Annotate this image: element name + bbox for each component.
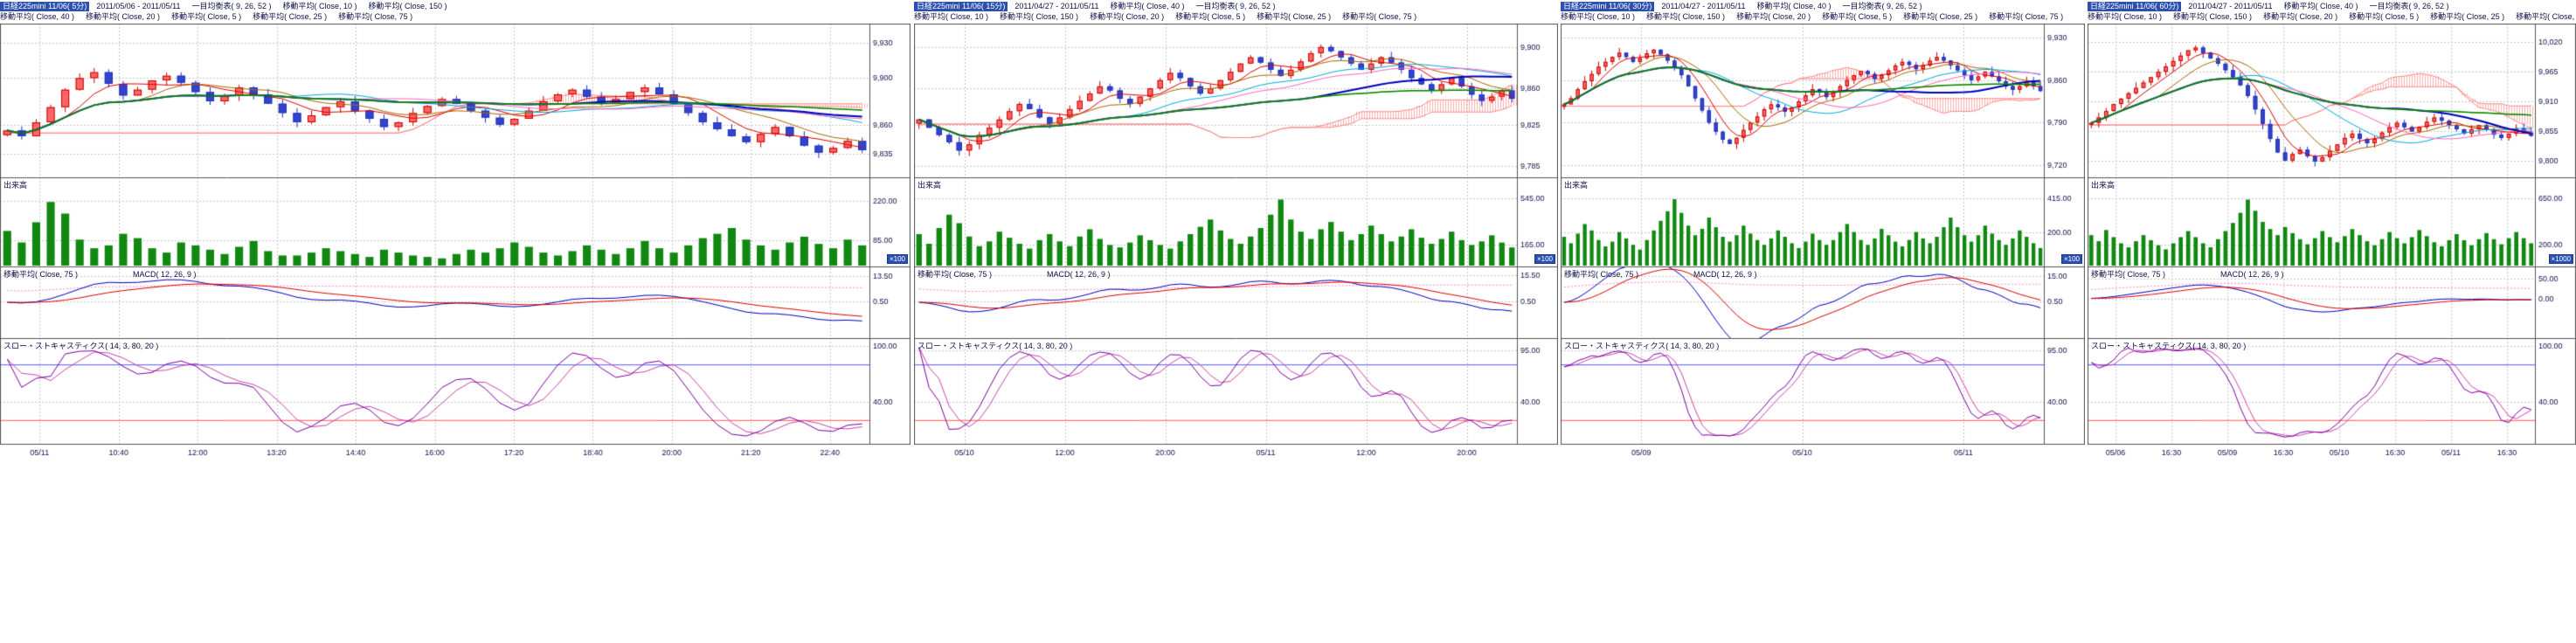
macd-label: MACD( 12, 26, 9 ) [133, 270, 197, 279]
indicator-label: 移動平均( Close, 75 ) [1342, 12, 1416, 21]
chart-title[interactable]: 日経225mini 11/06( 60分) [2088, 2, 2181, 11]
indicator-label: 一目均衡表( 9, 26, 52 ) [2370, 2, 2449, 10]
indicator-label: 2011/04/27 - 2011/05/11 [2188, 2, 2272, 10]
header-line-2: 移動平均( Close, 10 ) 移動平均( Close, 150 ) 移動平均(… [914, 11, 1558, 22]
indicator-label: 移動平均( Close, 40 ) [1756, 2, 1831, 10]
indicator-label: 移動平均( Close, 25 ) [1257, 12, 1331, 21]
volume-label: 出来高 [3, 181, 27, 190]
volume-multiplier-badge: ×100 [2061, 254, 2082, 264]
volume-multiplier-badge: ×100 [887, 254, 908, 264]
chart-header: 日経225mini 11/06( 5分) 2011/05/06 - 2011/05… [0, 1, 911, 23]
volume-multiplier-badge: ×100 [1534, 254, 1555, 264]
stochastics-label: スロー・ストキャスティクス( 14, 3, 80, 20 ) [1564, 342, 1719, 350]
header-line-2: 移動平均( Close, 10 ) 移動平均( Close, 150 ) 移動平均(… [1561, 11, 2085, 22]
indicator-label: 移動平均( Close, 25 ) [2430, 12, 2504, 21]
stochastics-label: スロー・ストキャスティクス( 14, 3, 80, 20 ) [2091, 342, 2246, 350]
volume-label: 出来高 [1564, 181, 1588, 190]
chart-canvas[interactable] [2088, 24, 2576, 465]
macd-ma-label: 移動平均( Close, 75 ) [918, 270, 992, 279]
header-line-1: 日経225mini 11/06( 30分) 2011/04/27 - 2011/0… [1561, 1, 2085, 11]
indicator-label: 移動平均( Close, 20 ) [1090, 12, 1164, 21]
indicator-label: 移動平均( Close, 40 ) [2283, 2, 2358, 10]
chart-title[interactable]: 日経225mini 11/06( 30分) [1561, 2, 1654, 11]
macd-ma-label: 移動平均( Close, 75 ) [2091, 270, 2165, 279]
indicator-label: 移動平均( Close, 20 ) [86, 12, 160, 21]
macd-label: MACD( 12, 26, 9 ) [2220, 270, 2284, 279]
indicator-label: 移動平均( Close, 150 ) [2173, 12, 2252, 21]
indicator-label: 移動平均( Close, 150 ) [369, 2, 447, 10]
chart-canvas[interactable] [914, 24, 1558, 465]
indicator-label: 2011/04/27 - 2011/05/11 [1014, 2, 1098, 10]
chart-title[interactable]: 日経225mini 11/06( 5分) [0, 2, 89, 11]
header-line-1: 日経225mini 11/06( 5分) 2011/05/06 - 2011/05… [0, 1, 911, 11]
chart-canvas[interactable] [0, 24, 911, 465]
indicator-label: 移動平均( Close, 25 ) [253, 12, 327, 21]
indicator-label: 移動平均( Close, 10 ) [914, 12, 988, 21]
indicator-label: 移動平均( Close, 10 ) [2088, 12, 2162, 21]
indicator-label: 2011/04/27 - 2011/05/11 [1661, 2, 1745, 10]
indicator-label: 一目均衡表( 9, 26, 52 ) [1843, 2, 1922, 10]
chart-title[interactable]: 日経225mini 11/06( 15分) [914, 2, 1008, 11]
chart-header: 日経225mini 11/06( 15分) 2011/04/27 - 2011/0… [914, 1, 1558, 23]
chart-header: 日経225mini 11/06( 30分) 2011/04/27 - 2011/0… [1561, 1, 2085, 23]
chart-panel-5min: 日経225mini 11/06( 5分) 2011/05/06 - 2011/05… [0, 1, 911, 467]
indicator-label: 移動平均( Close, 150 ) [1646, 12, 1725, 21]
indicator-label: 移動平均( Close, 5 ) [2349, 12, 2419, 21]
indicator-label: 移動平均( Close, 150 ) [1000, 12, 1078, 21]
charting-workspace: { "colors": { "background": "#ffffff", "… [0, 0, 2576, 643]
macd-ma-label: 移動平均( Close, 75 ) [1564, 270, 1638, 279]
chart-panel-60min: 日経225mini 11/06( 60分) 2011/04/27 - 2011/0… [2088, 1, 2576, 467]
macd-ma-label: 移動平均( Close, 75 ) [3, 270, 78, 279]
indicator-label: 移動平均( Close, 40 ) [0, 12, 74, 21]
volume-multiplier-badge: ×1000 [2549, 254, 2573, 264]
stochastics-label: スロー・ストキャスティクス( 14, 3, 80, 20 ) [3, 342, 158, 350]
indicator-label: 移動平均( Close, 25 ) [1903, 12, 1977, 21]
indicator-label: 移動平均( Close, 40 ) [1110, 2, 1184, 10]
indicator-label: 移動平均( Close, 10 ) [1561, 12, 1635, 21]
indicator-label: 移動平均( Close, 20 ) [1736, 12, 1811, 21]
macd-label: MACD( 12, 26, 9 ) [1693, 270, 1757, 279]
indicator-label: 移動平均( Close, 75 ) [2516, 12, 2576, 21]
indicator-label: 移動平均( Close, 5 ) [1822, 12, 1892, 21]
volume-label: 出来高 [918, 181, 941, 190]
indicator-label: 移動平均( Close, 20 ) [2263, 12, 2337, 21]
indicator-label: 移動平均( Close, 10 ) [283, 2, 357, 10]
chart-header: 日経225mini 11/06( 60分) 2011/04/27 - 2011/0… [2088, 1, 2576, 23]
indicator-label: 移動平均( Close, 5 ) [1175, 12, 1245, 21]
indicator-label: 一目均衡表( 9, 26, 52 ) [1196, 2, 1276, 10]
indicator-label: 移動平均( Close, 5 ) [171, 12, 241, 21]
indicator-label: 一目均衡表( 9, 26, 52 ) [191, 2, 271, 10]
indicator-label: 移動平均( Close, 75 ) [1989, 12, 2063, 21]
stochastics-label: スロー・ストキャスティクス( 14, 3, 80, 20 ) [918, 342, 1072, 350]
indicator-label: 2011/05/06 - 2011/05/11 [96, 2, 180, 10]
header-line-1: 日経225mini 11/06( 15分) 2011/04/27 - 2011/0… [914, 1, 1558, 11]
indicator-label: 移動平均( Close, 75 ) [338, 12, 412, 21]
chart-panel-15min: 日経225mini 11/06( 15分) 2011/04/27 - 2011/0… [914, 1, 1558, 467]
chart-canvas[interactable] [1561, 24, 2085, 465]
header-line-2: 移動平均( Close, 10 ) 移動平均( Close, 150 ) 移動平均(… [2088, 11, 2576, 22]
volume-label: 出来高 [2091, 181, 2115, 190]
header-line-2: 移動平均( Close, 40 ) 移動平均( Close, 20 ) 移動平均( … [0, 11, 911, 22]
macd-label: MACD( 12, 26, 9 ) [1047, 270, 1111, 279]
chart-panel-30min: 日経225mini 11/06( 30分) 2011/04/27 - 2011/0… [1561, 1, 2085, 467]
header-line-1: 日経225mini 11/06( 60分) 2011/04/27 - 2011/0… [2088, 1, 2576, 11]
